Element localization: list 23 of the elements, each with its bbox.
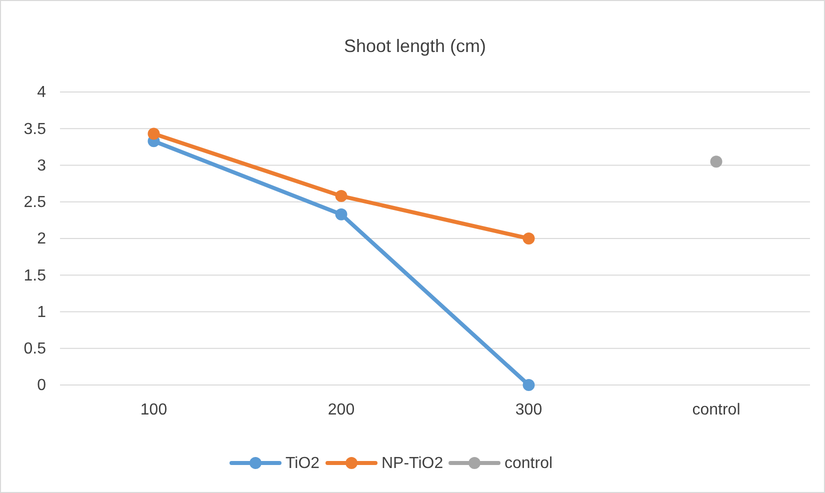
y-tick-label: 0 (37, 377, 46, 394)
chart-title: Shoot length (cm) (344, 36, 486, 56)
point (522, 379, 535, 391)
y-tick-label: 3.5 (24, 120, 46, 138)
x-tick-label: control (692, 401, 740, 418)
y-tick-label: 0.5 (24, 340, 46, 358)
point (335, 190, 348, 202)
y-tick-label: 1.5 (24, 267, 46, 284)
legend-label: NP-TiO2 (382, 455, 444, 472)
y-tick-label: 3 (37, 157, 46, 174)
y-tick-label: 2.5 (24, 194, 46, 211)
point (335, 208, 348, 220)
x-tick-label: 200 (328, 401, 355, 418)
point (710, 156, 722, 168)
point (148, 128, 160, 140)
legend-label: control (504, 455, 553, 472)
legend-label: TiO2 (286, 455, 320, 472)
x-tick-label: 300 (515, 401, 542, 418)
y-tick-label: 1 (37, 304, 46, 321)
y-tick-label: 2 (37, 230, 46, 248)
x-tick-label: 100 (140, 401, 168, 418)
point (522, 232, 535, 244)
y-tick-label: 4 (37, 84, 46, 102)
